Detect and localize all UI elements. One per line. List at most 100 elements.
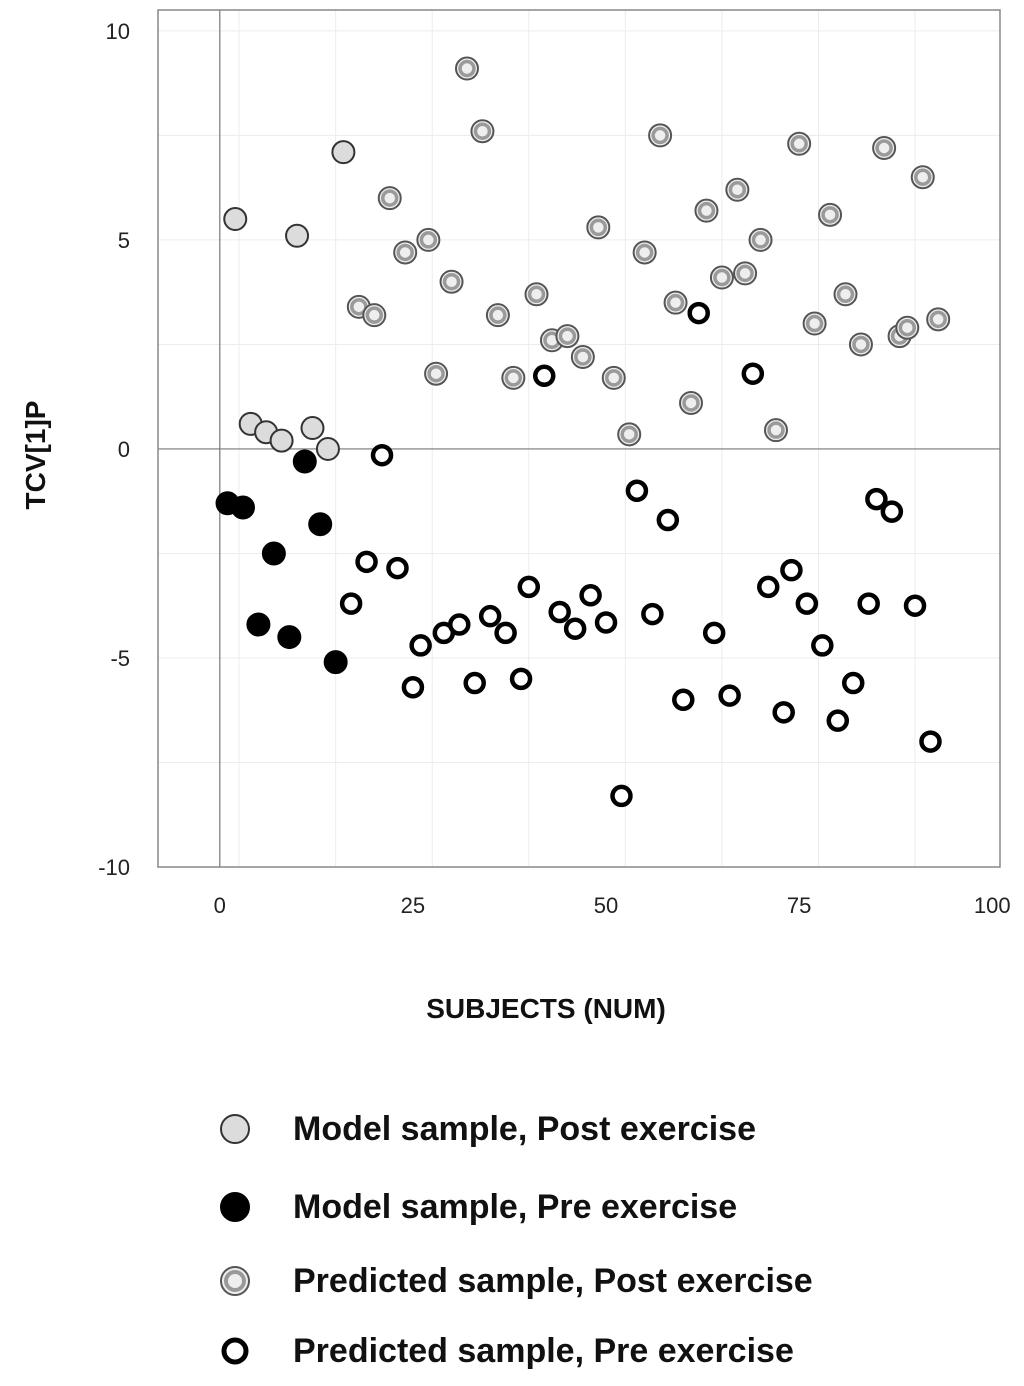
data-point (617, 422, 642, 447)
data-point (570, 344, 595, 369)
data-point (919, 730, 942, 753)
data-point (586, 215, 611, 240)
legend-label: Model sample, Post exercise (293, 1109, 756, 1148)
data-point (733, 261, 758, 286)
data-point (246, 612, 271, 637)
data-point (478, 604, 502, 628)
data-point (718, 684, 741, 707)
x-tick-label: 100 (974, 893, 1011, 918)
black-circle-icon (220, 1192, 250, 1222)
data-point (702, 621, 726, 645)
data-point (772, 701, 795, 724)
data-point (524, 282, 549, 307)
data-point (848, 332, 873, 357)
reference-lines (158, 10, 1000, 867)
data-point (509, 667, 533, 691)
legend-label: Predicted sample, Post exercise (293, 1261, 813, 1300)
data-point (741, 362, 765, 385)
legend-item-model-post: Model sample, Post exercise (215, 1090, 1005, 1168)
data-point (818, 202, 843, 227)
data-point (377, 186, 402, 211)
data-point (315, 436, 340, 461)
data-point (757, 575, 780, 599)
data-point (709, 265, 734, 290)
data-point (355, 550, 378, 574)
data-point (454, 56, 479, 81)
data-point (292, 449, 317, 474)
data-point (463, 671, 486, 695)
data-point (748, 227, 773, 252)
data-point (261, 541, 286, 566)
data-point (230, 495, 255, 520)
data-point (485, 303, 510, 328)
legend-item-model-pre: Model sample, Pre exercise (215, 1168, 1005, 1246)
data-point (826, 709, 850, 732)
legend-item-predicted-pre: Predicted sample, Pre exercise (215, 1316, 1005, 1386)
data-point (277, 625, 302, 650)
data-point (687, 301, 710, 325)
data-point (424, 361, 449, 386)
data-point (802, 311, 827, 336)
x-tick-label: 0 (214, 893, 226, 918)
data-point (694, 198, 719, 223)
y-tick-label: -5 (110, 646, 130, 671)
data-point (401, 675, 425, 699)
legend: Model sample, Post exercise Model sample… (215, 1090, 1005, 1386)
data-point (370, 443, 394, 467)
data-point (548, 600, 571, 624)
y-tick-label: 5 (118, 228, 130, 253)
data-point (663, 290, 688, 315)
data-point (811, 634, 834, 657)
data-point (656, 508, 680, 532)
data-point (323, 650, 348, 675)
data-point (763, 418, 788, 443)
data-point (857, 592, 880, 615)
data-point (594, 611, 618, 634)
data-point (563, 617, 587, 640)
gray-ring-icon (220, 1266, 250, 1296)
data-point (725, 177, 750, 202)
data-point (780, 558, 803, 582)
data-point (795, 592, 819, 615)
data-point (439, 269, 464, 294)
x-tick-label: 75 (787, 893, 811, 918)
black-ring-icon (221, 1337, 249, 1365)
data-point (362, 303, 387, 328)
data-point (632, 240, 657, 265)
data-point (601, 365, 626, 390)
series-3 (339, 301, 942, 808)
data-point (610, 784, 633, 808)
plot-frame (157, 9, 1001, 868)
data-point (579, 584, 602, 607)
data-point (269, 428, 294, 453)
data-point (501, 365, 526, 390)
data-points (215, 56, 951, 808)
series-2 (346, 56, 951, 447)
data-point (910, 165, 935, 190)
data-point (532, 364, 556, 388)
data-point (903, 594, 927, 617)
data-point (679, 390, 704, 415)
y-tick-label: 10 (106, 19, 130, 44)
data-point (308, 512, 333, 537)
data-point (300, 416, 325, 441)
data-point (872, 135, 897, 160)
data-point (865, 487, 888, 511)
data-point (409, 634, 432, 657)
x-tick-label: 25 (401, 893, 425, 918)
data-point (841, 671, 865, 695)
data-point (648, 123, 673, 148)
data-point (833, 282, 858, 307)
legend-item-predicted-post: Predicted sample, Post exercise (215, 1246, 1005, 1316)
series-0 (223, 140, 356, 461)
data-point (895, 315, 920, 340)
data-point (448, 613, 471, 636)
data-point (555, 324, 580, 349)
y-tick-label: -10 (98, 855, 130, 880)
data-point (339, 592, 363, 615)
data-point (787, 131, 812, 156)
y-tick-label: 0 (118, 437, 130, 462)
legend-label: Model sample, Pre exercise (293, 1187, 738, 1226)
x-tick-label: 50 (594, 893, 618, 918)
